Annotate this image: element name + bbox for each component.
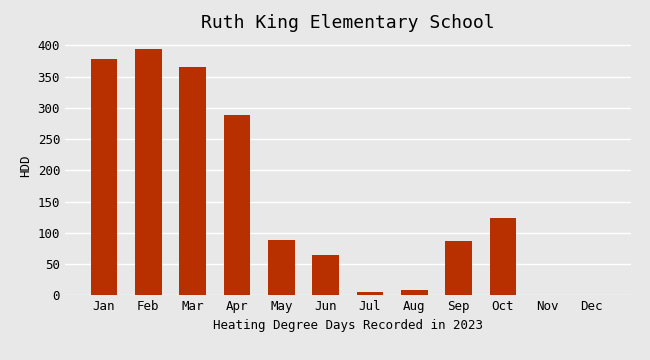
Bar (224, 115, 250, 295)
Bar (489, 219, 516, 295)
X-axis label: Heating Degree Days Recorded in 2023: Heating Degree Days Recorded in 2023 (213, 319, 483, 332)
Bar (91, 59, 117, 295)
Bar (268, 240, 294, 295)
Bar (312, 255, 339, 295)
Bar (401, 289, 428, 295)
Bar (357, 292, 384, 295)
Bar (135, 49, 162, 295)
Y-axis label: HDD: HDD (19, 154, 32, 177)
Title: Ruth King Elementary School: Ruth King Elementary School (201, 14, 495, 32)
Bar (179, 67, 206, 295)
Bar (445, 241, 472, 295)
